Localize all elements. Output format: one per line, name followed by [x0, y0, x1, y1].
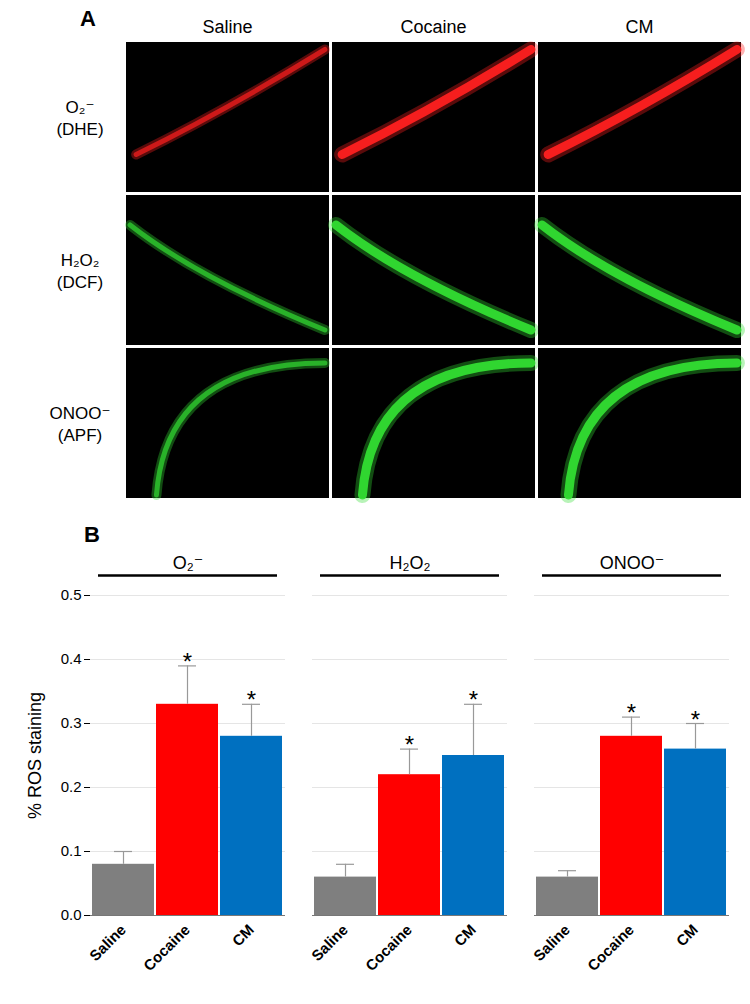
svg-text:*: * — [691, 706, 700, 733]
svg-text:ONOO⁻: ONOO⁻ — [50, 404, 111, 423]
svg-text:Saline: Saline — [530, 921, 573, 964]
svg-text:*: * — [183, 648, 192, 675]
html-text:B: B — [84, 522, 100, 547]
svg-text:*: * — [627, 699, 636, 726]
svg-text:CM: CM — [672, 921, 701, 950]
svg-text:Cocaine: Cocaine — [140, 921, 193, 974]
svg-text:Cocaine: Cocaine — [400, 17, 466, 37]
svg-text:O₂⁻: O₂⁻ — [173, 553, 204, 573]
svg-text:(DCF): (DCF) — [57, 273, 103, 292]
svg-text:*: * — [405, 731, 414, 758]
svg-text:(APF): (APF) — [58, 426, 102, 445]
svg-text:0.1: 0.1 — [61, 842, 82, 859]
svg-text:A: A — [80, 6, 96, 31]
svg-text:*: * — [469, 686, 478, 713]
svg-text:CM: CM — [228, 921, 257, 950]
svg-text:0.0: 0.0 — [61, 906, 82, 923]
svg-text:(DHE): (DHE) — [56, 120, 103, 139]
svg-text:CM: CM — [626, 17, 654, 37]
svg-text:H₂O₂: H₂O₂ — [390, 553, 431, 573]
svg-text:0.3: 0.3 — [61, 714, 82, 731]
svg-text:Cocaine: Cocaine — [362, 921, 415, 974]
svg-text:0.5: 0.5 — [61, 586, 82, 603]
svg-text:Saline: Saline — [202, 17, 252, 37]
svg-text:ONOO⁻: ONOO⁻ — [600, 553, 665, 573]
svg-text:Saline: Saline — [86, 921, 129, 964]
svg-text:H₂O₂: H₂O₂ — [61, 251, 100, 270]
svg-text:% ROS staining: % ROS staining — [25, 692, 45, 819]
svg-text:*: * — [247, 686, 256, 713]
svg-text:Cocaine: Cocaine — [584, 921, 637, 974]
svg-text:O₂⁻: O₂⁻ — [66, 98, 95, 117]
svg-text:0.4: 0.4 — [61, 650, 82, 667]
svg-text:0.2: 0.2 — [61, 778, 82, 795]
svg-text:Saline: Saline — [308, 921, 351, 964]
svg-text:CM: CM — [450, 921, 479, 950]
